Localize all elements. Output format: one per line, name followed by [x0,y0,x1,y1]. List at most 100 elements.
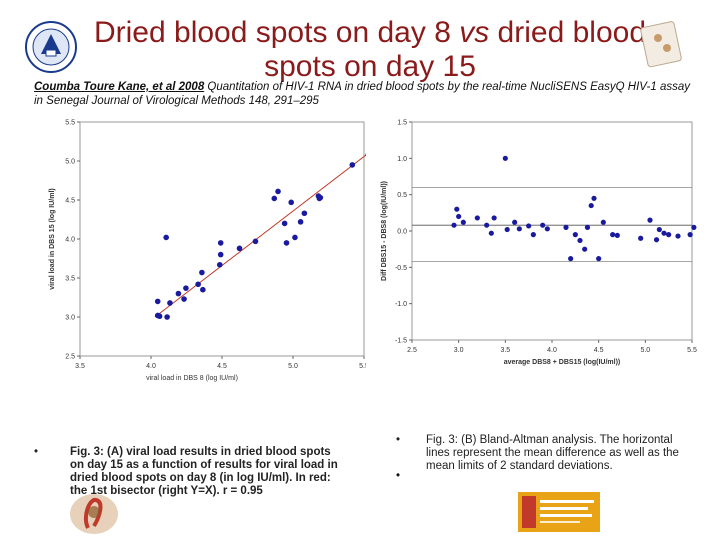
y-tick-label: 1.5 [397,120,407,127]
data-point [491,215,497,221]
data-point [236,245,243,252]
y-tick-label: 4.5 [65,198,75,205]
data-point [164,314,170,320]
data-point [456,213,462,220]
citation: Coumba Toure Kane, et al 2008 Quantitati… [34,81,690,107]
data-point [653,237,660,243]
data-point [195,281,201,288]
y-axis-label: viral load in DBS 15 (log IU/ml) [49,188,56,290]
x-axis-label: viral load in DBS 8 (log IU/ml) [146,375,238,382]
x-tick-label: 3.5 [500,347,510,354]
data-point [199,269,205,276]
data-point [584,224,591,230]
data-point [292,234,298,241]
y-tick-label: 3.0 [65,315,75,322]
y-tick-label: -1.5 [395,338,407,345]
data-point [577,237,583,244]
data-point [661,230,667,236]
data-point [217,251,224,258]
data-point [572,232,578,238]
x-tick-label: 3.0 [454,347,464,354]
y-tick-label: 1.0 [397,156,407,163]
plot-frame [411,121,693,341]
empty-bullet: • [396,470,401,482]
data-point [647,217,653,223]
x-tick-label: 4.5 [217,363,227,370]
caption-b-text: Fig. 3: (B) Bland-Altman analysis. The h… [426,434,679,472]
data-point [691,224,697,230]
data-point [175,290,182,297]
y-tick-label: 2.5 [65,354,75,361]
aids-conference-logo [518,492,600,532]
data-point [568,256,574,262]
citation-author: Coumba Toure Kane, et al 2008 [34,81,205,93]
ribbon-logo [70,494,118,534]
data-point [544,226,550,232]
bland-altman-chart: 2.5 3.0 3.5 4.0 4.5 5.0 5.5 -1.5 -1.0 -0.5 0.0 0.5 1… [381,120,697,367]
caption-fig3a: • Fig. 3: (A) viral load results in drie… [34,446,338,516]
data-point [451,222,457,228]
y-tick-label: 3.5 [65,276,75,283]
data-point [281,220,288,227]
caption-b-bullet: • [396,434,401,446]
y-tick-label: 4.0 [65,237,75,244]
data-point [656,226,662,233]
caption-fig3b: • Fig. 3: (B) Bland-Altman analysis. The… [396,434,696,494]
x-tick-label: 4.5 [594,347,604,354]
data-point [216,261,223,268]
data-point [200,286,206,293]
x-tick-label: 3.5 [75,363,85,370]
data-point [283,240,290,246]
data-point [154,298,161,305]
y-tick-label: 5.5 [65,120,75,127]
dbs-card-image [640,21,682,68]
data-point [675,233,681,239]
x-tick-label: 4.0 [146,363,156,370]
caption-a-text: Fig. 3: (A) viral load results in dried … [70,446,338,497]
x-tick-label: 4.0 [547,347,557,354]
data-point [167,300,173,306]
data-point [275,188,281,195]
data-point [297,219,304,225]
data-point [181,296,187,302]
x-axis-label: average DBS8 + DBS15 (log(IU/ml)) [504,359,621,366]
data-point [460,219,466,225]
y-axis-label: Diff DBS15 - DBS8 (log(IU/ml)) [381,181,388,281]
data-point [526,223,532,229]
data-point [288,199,294,206]
x-tick-label: 2.5 [407,347,417,354]
university-seal-logo [25,21,77,73]
plot-frame [79,121,365,357]
data-point [484,222,490,228]
data-point [530,232,536,238]
y-tick-label: 0.0 [397,229,407,236]
data-point [163,234,169,241]
data-point [474,215,480,221]
y-tick-label: 0.5 [397,192,407,199]
caption-a-bullet: • [34,446,39,458]
data-point [614,232,620,238]
data-point [563,224,569,230]
data-point [301,210,308,217]
data-point [504,226,510,233]
x-tick-label: 5.5 [687,347,697,354]
x-tick-label: 5.5 [359,363,366,370]
y-tick-label: -0.5 [395,265,407,272]
scatter-chart-dbs15-vs-dbs8: 3.5 4.0 4.5 5.0 5.5 2.5 3.0 3.5 4.0 4.5 5.0 5.5 vira… [49,120,366,382]
data-point [596,256,602,262]
data-point [156,313,163,320]
data-point [600,219,606,225]
data-point [488,230,494,236]
data-point [454,206,460,212]
data-point [516,226,522,232]
data-point [317,194,324,201]
data-point [666,232,672,238]
data-point [638,235,644,241]
x-tick-label: 5.0 [640,347,650,354]
data-point [610,232,616,238]
data-point [591,195,597,201]
y-tick-label: 5.0 [65,159,75,166]
data-point [349,162,356,168]
x-tick-label: 5.0 [288,363,298,370]
data-point [582,246,588,252]
